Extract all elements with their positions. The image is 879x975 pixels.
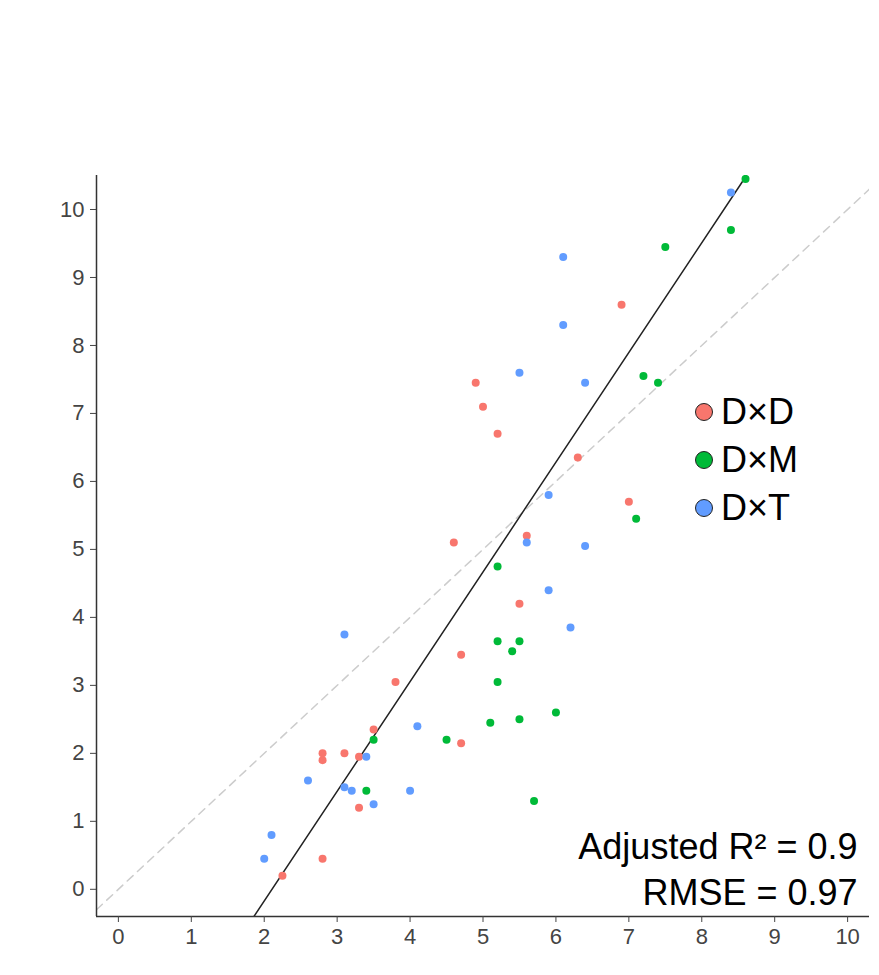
svg-text:Adjusted R² = 0.9: Adjusted R² = 0.9 bbox=[578, 826, 857, 867]
svg-text:4: 4 bbox=[72, 604, 84, 629]
svg-text:5: 5 bbox=[72, 536, 84, 561]
svg-text:0: 0 bbox=[72, 876, 84, 901]
svg-text:8: 8 bbox=[72, 332, 84, 357]
svg-text:1: 1 bbox=[185, 924, 197, 949]
svg-text:3: 3 bbox=[331, 924, 343, 949]
svg-text:6: 6 bbox=[72, 468, 84, 493]
html-text:D×D: D×D bbox=[721, 391, 794, 432]
svg-text:RMSE = 0.97: RMSE = 0.97 bbox=[642, 872, 857, 913]
svg-text:10: 10 bbox=[60, 197, 84, 222]
svg-text:0: 0 bbox=[112, 924, 124, 949]
svg-text:4: 4 bbox=[404, 924, 416, 949]
html-text:D×M: D×M bbox=[721, 439, 798, 480]
svg-text:7: 7 bbox=[72, 400, 84, 425]
svg-text:3: 3 bbox=[72, 672, 84, 697]
svg-text:6: 6 bbox=[550, 924, 562, 949]
svg-text:8: 8 bbox=[696, 924, 708, 949]
svg-text:9: 9 bbox=[769, 924, 781, 949]
html-text:D×T: D×T bbox=[721, 487, 790, 528]
svg-text:10: 10 bbox=[835, 924, 859, 949]
svg-text:9: 9 bbox=[72, 265, 84, 290]
svg-text:5: 5 bbox=[477, 924, 489, 949]
svg-text:2: 2 bbox=[258, 924, 270, 949]
svg-text:7: 7 bbox=[623, 924, 635, 949]
svg-text:2: 2 bbox=[72, 740, 84, 765]
svg-text:1: 1 bbox=[72, 808, 84, 833]
